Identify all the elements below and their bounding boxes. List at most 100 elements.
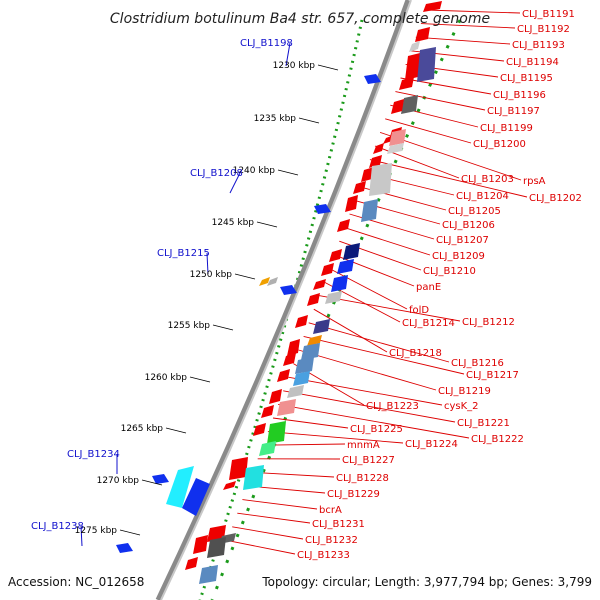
genome-backbone-shadow [160,0,412,600]
reverse-gene-label: CLJ_B1221 [457,418,510,429]
tick-mark [298,117,320,124]
reverse-gene-block [353,181,366,194]
forward-gene-label: CLJ_B1198 [240,38,293,49]
reverse-gene-label: CLJ_B1222 [471,434,524,445]
reverse-gene-label: CLJ_B1225 [350,424,403,435]
reverse-gene-block [293,371,310,386]
tick-label: 1235 kbp [254,114,297,124]
reverse-gene-block [325,291,342,304]
forward-leader-line [229,172,241,194]
reverse-gene-block [331,275,348,292]
reverse-leader-line [278,403,470,439]
reverse-gene-block [337,219,350,232]
reverse-gene-block [287,339,300,356]
reverse-leader-line [318,295,461,322]
reverse-gene-block [409,41,420,52]
tick-mark [317,64,339,71]
reverse-gene-block [329,249,342,262]
tick-mark [212,324,234,331]
reverse-gene-label: CLJ_B1196 [493,90,546,101]
reverse-gene-block [361,199,378,222]
reverse-gene-label: CLJ_B1194 [506,57,559,68]
reverse-gene-block [399,77,414,90]
reverse-gene-block [301,343,320,360]
forward-gene-block [182,478,210,516]
tick-mark [141,479,163,486]
gene-features [116,1,442,584]
reverse-leader-line [288,376,443,406]
gene-labels: CLJ_B1198 CLJ_B1208 CLJ_B1215 CLJ_B1234 CLJ_… [31,9,582,561]
reverse-leader-line [369,159,528,198]
reverse-gene-label: CLJ_B1212 [462,317,515,328]
reverse-gene-block [295,357,314,374]
reverse-gene-block [207,537,226,558]
reverse-leader-line [298,349,437,391]
genome-title: Clostridium botulinum Ba4 str. 657, comp… [110,11,490,27]
reverse-leader-line [395,91,486,111]
reverse-gene-label: CLJ_B1199 [480,123,533,134]
reverse-leader-line [344,227,431,256]
reverse-gene-block [387,143,404,154]
reverse-gene-label: panE [416,282,441,293]
reverse-leader-line [272,417,349,429]
reverse-leader-line [328,268,408,310]
reverse-leader-line [267,431,404,444]
reverse-gene-block [307,293,320,306]
tick-mark [277,169,299,176]
reverse-gene-label: CLJ_B1227 [342,455,395,466]
reverse-gene-label: cysK_2 [444,401,479,412]
tick-mark [165,427,187,434]
forward-gene-arrow [364,74,381,84]
reverse-leader-line [400,77,492,95]
reverse-leader-line [232,526,304,540]
reverse-gene-label: CLJ_B1200 [473,139,526,150]
genome-backbone [155,0,411,600]
forward-gene-arrow [314,204,331,214]
tick-mark [256,221,278,228]
reverse-gene-label: CLJ_B1233 [297,550,350,561]
reverse-gene-block [287,385,304,398]
forward-leader-line [206,252,209,275]
forward-leader-line [80,525,83,547]
reverse-gene-block [313,319,330,334]
tick-label: 1255 kbp [168,321,211,331]
reverse-gene-label: CLJ_B1224 [405,439,458,450]
reverse-gene-block [337,259,354,274]
reverse-gene-block [391,99,404,114]
reverse-gene-label: CLJ_B1203 [461,174,514,185]
tick-label: 1260 kbp [145,373,188,383]
reverse-gene-block [259,277,270,286]
reverse-gene-block [277,369,290,382]
reverse-leader-line [313,308,388,353]
reverse-gene-label: CLJ_B1231 [312,519,365,530]
reverse-gene-block [415,27,430,42]
reverse-leader-line [334,254,415,287]
reverse-leader-line [262,443,346,446]
reverse-gene-label: rpsA [523,176,546,187]
forward-gene-arrow [116,543,133,553]
reverse-gene-label: CLJ_B1223 [366,401,419,412]
reverse-gene-block [269,389,282,404]
reverse-gene-block [295,315,308,328]
reverse-gene-block [423,1,442,12]
reverse-leader-line [237,512,311,524]
reverse-gene-label: CLJ_B1195 [500,73,553,84]
tick-label: 1230 kbp [273,61,316,71]
tick-label: 1275 kbp [75,526,118,536]
reverse-gene-block [369,163,392,196]
reverse-gene-block [345,195,358,212]
reverse-gene-label: CLJ_B1209 [432,251,485,262]
reverse-gene-block [389,129,406,146]
reverse-gene-block [223,481,236,490]
forward-gene-label: CLJ_B1238 [31,521,84,532]
reverse-leader-line [252,471,335,478]
reverse-gene-block [259,441,276,456]
tick-marks: 1230 kbp 1235 kbp 1240 kbp 1245 kbp 1250 kbp… [75,61,339,536]
reverse-gene-block [243,465,264,490]
forward-gene-label: CLJ_B1234 [67,449,120,460]
reverse-gene-block [253,423,266,436]
reverse-gene-block [277,399,296,416]
reverse-gene-block [185,557,198,570]
